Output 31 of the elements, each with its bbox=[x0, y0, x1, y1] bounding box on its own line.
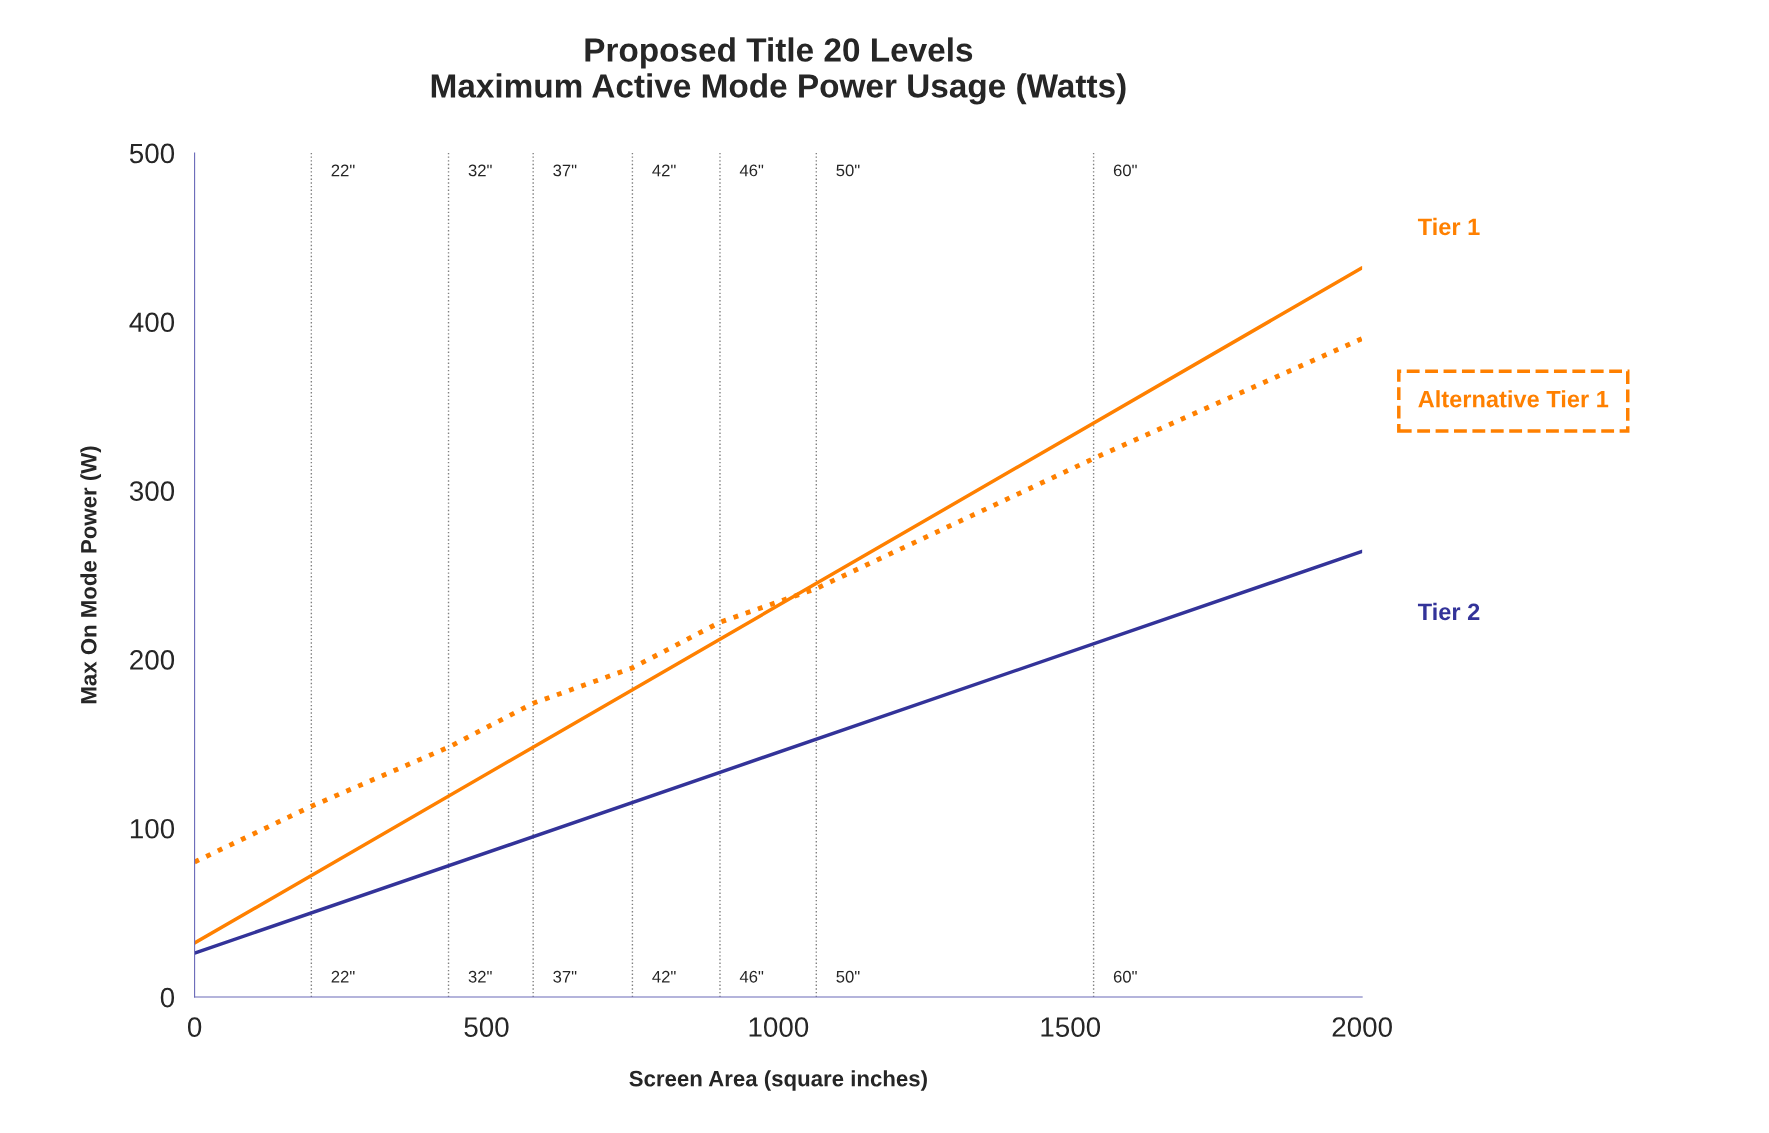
annotation: 42" bbox=[652, 164, 676, 177]
text: Tier 1 bbox=[1417, 217, 1480, 236]
x-tick-label: 1000 bbox=[749, 1017, 809, 1037]
text: Tier 2 bbox=[1417, 602, 1480, 621]
y-tick-label: 500 bbox=[129, 143, 175, 164]
x-tick-label: 0 bbox=[187, 1017, 202, 1037]
annotation: 46" bbox=[739, 970, 764, 983]
y-tick-label: 300 bbox=[129, 481, 175, 501]
annotation: 37" bbox=[553, 970, 577, 983]
text: Alternative Tier 1 bbox=[1418, 390, 1609, 408]
annotation: 32" bbox=[468, 164, 492, 177]
y-tick-label: 100 bbox=[130, 818, 175, 839]
annotation: 46" bbox=[739, 164, 764, 177]
annotation: 42" bbox=[652, 970, 676, 983]
y-tick-label: 200 bbox=[130, 650, 175, 670]
x-axis-title: Screen Area (square inches) bbox=[629, 1070, 927, 1091]
annotation: 37" bbox=[553, 164, 577, 177]
annotation: 60" bbox=[1113, 970, 1137, 983]
annotation: 22" bbox=[331, 164, 355, 177]
y-axis-title: Max On Mode Power (W) bbox=[80, 446, 102, 704]
annotation: 32" bbox=[468, 970, 492, 983]
y-tick-label: 400 bbox=[129, 312, 175, 333]
annotation: 22" bbox=[331, 970, 355, 983]
x-tick-label: 1500 bbox=[1041, 1017, 1101, 1037]
annotation: 50" bbox=[836, 164, 860, 177]
annotation: 50" bbox=[836, 970, 860, 983]
y-tick-label: 0 bbox=[160, 987, 175, 1008]
x-tick-label: 2000 bbox=[1332, 1017, 1392, 1037]
annotation: 60" bbox=[1113, 164, 1137, 177]
x-tick-label: 500 bbox=[464, 1017, 509, 1037]
chart-title: Proposed Title 20 Levels Maximum Active Mode Power Usage (Watts) bbox=[431, 37, 1126, 105]
